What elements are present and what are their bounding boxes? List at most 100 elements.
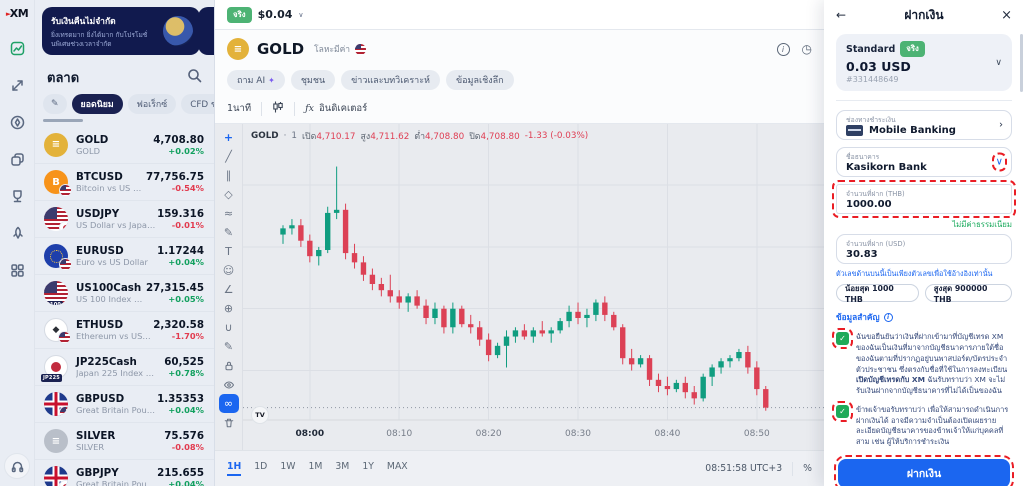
nav-trade-button[interactable] [5, 73, 29, 97]
deposit-title: ฝากเงิน [904, 7, 944, 22]
back-button[interactable]: ← [836, 8, 847, 22]
amount-thb-input: 1000.00 [846, 199, 892, 210]
link-tool[interactable]: ∞ [218, 394, 239, 413]
crosshair-tool[interactable]: + [223, 131, 234, 144]
instrument-icon: B [44, 170, 72, 197]
instrument-row[interactable]: US100 US100Cash US 100 Index Cash 27,315… [35, 274, 214, 311]
interval-button[interactable]: 1นาที [227, 103, 252, 114]
hide-all-tool[interactable] [219, 375, 239, 394]
chart-tab[interactable]: ชุมชน [290, 70, 336, 90]
bank-name-value: Kasikorn Bank [846, 162, 927, 173]
text-tool-tool[interactable]: T [225, 245, 232, 258]
draw-lock-tool[interactable]: ✎ [223, 340, 234, 353]
info-icon[interactable]: i [776, 42, 790, 56]
bank-name-field[interactable]: ชื่อธนาคาร Kasikorn Bank ∨ [836, 147, 1012, 177]
min-amount-chip[interactable]: น้อยสุด 1000 THB [836, 284, 919, 304]
measure-tool[interactable]: ∠ [223, 283, 234, 296]
lock-all-tool[interactable] [219, 356, 239, 375]
range-1y-button[interactable]: 1Y [362, 461, 374, 472]
compass-icon [10, 115, 24, 129]
range-1w-button[interactable]: 1W [280, 461, 296, 472]
chart-tabs: ถาม AI ✦ ชุมชน ข่าวและบทวิเคราะห์ ข้อมูลเชิง… [215, 66, 824, 94]
range-3m-button[interactable]: 3M [335, 461, 350, 472]
account-real-badge: จริง [900, 41, 925, 57]
instrument-icon: US100 [44, 281, 68, 305]
instrument-row[interactable]: ◆ ETHUSD Ethereum vs US Dollar 2,320.58 … [35, 311, 214, 348]
instrument-row[interactable]: B BTCUSD Bitcoin vs US Dollar 77,756.75 … [35, 163, 214, 200]
trend-line-tool[interactable]: ╱ [225, 150, 232, 163]
instrument-row[interactable]: JP225 JP225Cash Japan 225 Index Cash 60,… [35, 348, 214, 385]
xm-logo[interactable]: ► XM [5, 7, 29, 20]
panel-scrollbar[interactable] [1020, 34, 1023, 92]
promo-banner[interactable]: รับเงินคืนไม่จำกัด ยิ่งเทรดมาก ยิ่งได้มา… [42, 7, 200, 55]
payment-method-field[interactable]: ช่องทางชำระเงิน Mobile Banking › [836, 110, 1012, 140]
nav-apps-button[interactable] [5, 258, 29, 282]
chart-clock[interactable]: 08:51:58 UTC+3 [705, 463, 783, 474]
instrument-price: 75.576 [164, 430, 204, 442]
watchlist-tab[interactable]: ยอดนิยม [71, 94, 123, 114]
instrument-name: US 100 Index Cash [76, 294, 146, 304]
watchlist-tab[interactable]: ฟอเร็กซ์ [127, 94, 177, 114]
instrument-symbol: SILVER [76, 430, 116, 442]
nav-markets-button[interactable] [5, 36, 29, 60]
consent-row-2: ✓ ข้าพเจ้าขอรับทราบว่า เพื่อให้สามารถดำเ… [832, 400, 1012, 448]
instrument-change: +0.78% [168, 368, 204, 378]
chart-tab[interactable]: ถาม AI ✦ [227, 70, 285, 90]
nav-boost-button[interactable] [5, 221, 29, 245]
instrument-row[interactable]: GBPJPY Great Britain Pound vs ... 215.65… [35, 459, 214, 486]
us-flag-icon [355, 43, 367, 55]
instrument-row[interactable]: EURUSD Euro vs US Dollar 1.17244 +0.04% [35, 237, 214, 274]
amount-usd-field[interactable]: จำนวนที่ฝาก (USD) 30.83 [836, 234, 1012, 264]
next-promo-banner[interactable] [198, 7, 214, 55]
search-icon[interactable] [187, 68, 202, 87]
chart-type-button[interactable] [272, 101, 284, 116]
amount-thb-field[interactable]: จำนวนที่ฝาก (THB) 1000.00 [832, 180, 1016, 218]
amount-thb-label: จำนวนที่ฝาก (THB) [846, 190, 905, 198]
brush-tool[interactable]: ✎ [223, 226, 234, 239]
emoji-tool[interactable]: ☺ [222, 264, 235, 277]
range-1m-button[interactable]: 1M [308, 461, 323, 472]
bank-chevron-icon[interactable]: ∨ [991, 152, 1008, 172]
instrument-change: -0.01% [171, 220, 204, 230]
indicators-button[interactable]: ƒx อินดิเคเตอร์ [305, 103, 368, 114]
consent-checkbox-1[interactable]: ✓ [836, 332, 849, 346]
info-icon[interactable]: i [883, 312, 893, 322]
account-chevron-icon[interactable]: ∨ [298, 10, 304, 19]
close-button[interactable]: × [1001, 7, 1012, 23]
xabcd-pattern-tool[interactable]: ◇ [224, 188, 233, 201]
zoom-in-tool[interactable]: ⊕ [223, 302, 234, 315]
amount-usd-label: จำนวนที่ฝาก (USD) [846, 240, 906, 248]
instrument-row[interactable]: USDJPY US Dollar vs Japanese ... 159.316… [35, 200, 214, 237]
instrument-row[interactable]: ≡ SILVER SILVER 75.576 -0.08% [35, 422, 214, 459]
range-1d-button[interactable]: 1D [254, 461, 268, 472]
candlestick-chart[interactable]: 08:00 08:10 08:20 08:30 08:40 08:50 [243, 124, 824, 450]
deposit-submit-button[interactable]: ฝากเงิน [834, 454, 1014, 486]
support-button[interactable] [4, 453, 30, 479]
nav-copy-trading-button[interactable] [5, 147, 29, 171]
instrument-row[interactable]: GBPUSD Great Britain Pound vs ... 1.3535… [35, 385, 214, 422]
max-amount-chip[interactable]: สูงสุด 900000 THB [924, 284, 1012, 304]
alarm-icon[interactable]: ◷ [801, 42, 812, 56]
wave-pattern-tool[interactable]: ≈ [223, 207, 234, 220]
consent-checkbox-2[interactable]: ✓ [836, 404, 849, 418]
tradingview-logo[interactable]: TV [251, 406, 269, 424]
parallel-channel-tool[interactable]: ∥ [225, 169, 232, 182]
instrument-name: Great Britain Pound vs ... [76, 405, 158, 415]
range-1h-button[interactable]: 1H [227, 461, 242, 476]
range-max-button[interactable]: MAX [386, 461, 408, 472]
nav-competitions-button[interactable] [5, 184, 29, 208]
percent-scale-button[interactable]: % [803, 463, 812, 474]
edit-watchlist-button[interactable]: ✎ [43, 94, 67, 114]
account-selector[interactable]: Standard จริง 0.03 USD #331448649 ∨ [836, 34, 1012, 91]
magnet-tool[interactable]: ∪ [224, 321, 233, 334]
price-chart[interactable]: GOLD · 1 เปิด4,710.17 สูง4,711.62 ต่ำ4,7… [243, 124, 824, 450]
chart-tab[interactable]: ข้อมูลเชิงลึก [446, 70, 514, 90]
headset-icon [11, 461, 23, 472]
instrument-row[interactable]: ≡ GOLD GOLD 4,708.80 +0.02% [35, 126, 214, 163]
watchlist-tab[interactable]: CFD ขอ [181, 94, 214, 114]
remove-all-tool[interactable] [219, 413, 239, 432]
chart-tab[interactable]: ข่าวและบทวิเคราะห์ [341, 70, 440, 90]
account-type-badge: จริง [227, 6, 252, 23]
nav-discover-button[interactable] [5, 110, 29, 134]
